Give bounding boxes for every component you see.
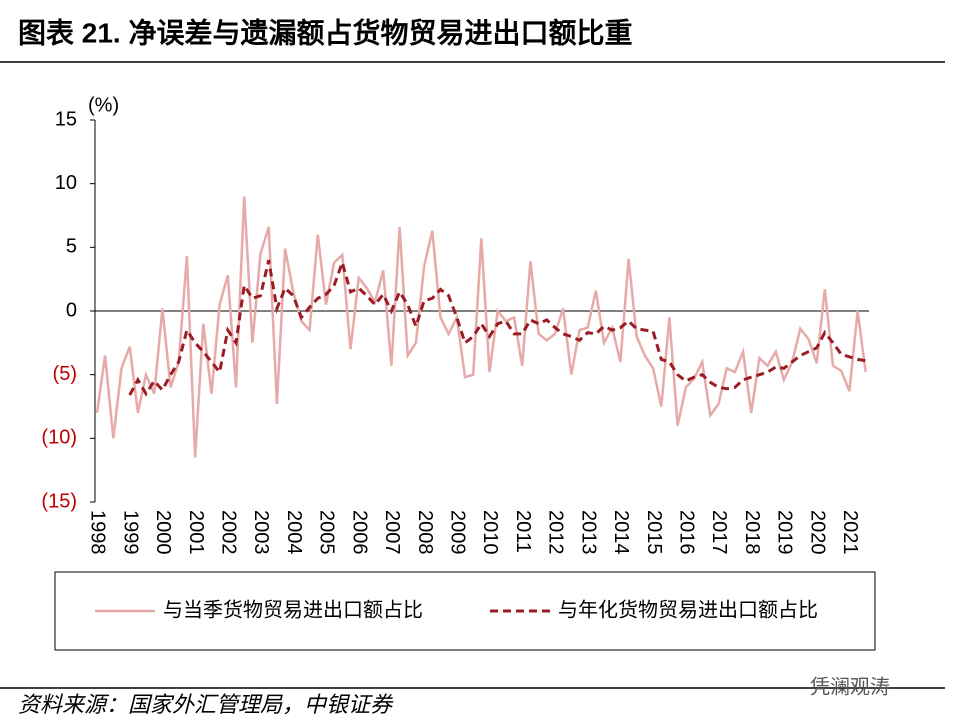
x-tick-label: 2006 [348,510,370,555]
series-line [95,196,867,458]
x-tick-label: 2001 [185,510,207,555]
chart-title: 图表 21. 净误差与遗漏额占货物贸易进出口额比重 [18,16,633,48]
x-tick-label: 2004 [283,510,305,555]
x-tick-label: 2015 [643,510,665,555]
x-tick-label: 1999 [119,510,141,555]
x-tick-label: 2018 [741,510,763,555]
x-tick-label: 2021 [839,510,861,555]
x-tick-label: 1998 [87,510,109,555]
series-line [128,257,866,397]
y-tick-label: 5 [66,236,77,258]
x-tick-label: 2011 [512,510,534,553]
watermark: 凭澜观涛 [810,675,890,698]
y-tick-label: (5) [53,363,77,385]
y-tick-label: (15) [41,490,77,512]
y-tick-label: 10 [55,172,77,194]
x-tick-label: 2009 [447,510,469,555]
x-tick-label: 2017 [708,510,730,555]
x-tick-label: 2013 [577,510,599,555]
y-tick-label: 0 [66,299,77,321]
x-tick-label: 2003 [250,510,272,555]
legend-box [54,571,876,651]
x-tick-label: 2019 [774,510,796,555]
y-tick-label: 15 [55,108,77,130]
y-unit: (%) [88,94,119,116]
x-tick-label: 2007 [381,510,403,555]
x-tick-label: 2020 [806,510,828,555]
x-tick-label: 2008 [414,510,436,555]
x-tick-label: 2005 [316,510,338,555]
y-tick-label: (10) [41,427,77,449]
source: 资料来源：国家外汇管理局，中银证券 [18,692,394,717]
x-tick-label: 2002 [218,510,240,555]
x-tick-label: 2014 [610,510,632,555]
legend-label: 与年化货物贸易进出口额占比 [558,598,818,621]
legend-label: 与当季货物贸易进出口额占比 [163,598,423,621]
x-tick-label: 2010 [479,510,501,555]
x-tick-label: 2000 [152,510,174,555]
x-tick-label: 2012 [545,510,567,555]
x-tick-label: 2016 [676,510,698,555]
